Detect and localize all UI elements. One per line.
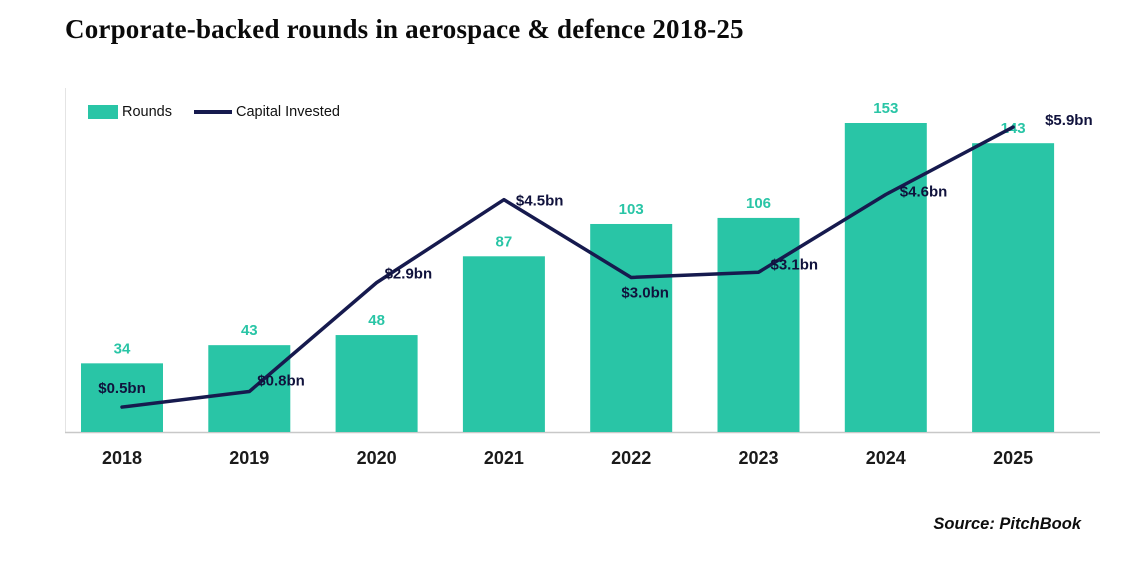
rounds-legend-swatch-icon — [88, 105, 118, 119]
bar-2020 — [335, 335, 418, 432]
capital-invested-legend-swatch-icon — [193, 110, 232, 114]
line-value-label: $4.5bn — [516, 193, 564, 210]
line-value-label: $2.9bn — [385, 266, 433, 283]
legend: Rounds Capital Invested — [88, 104, 340, 120]
capital-invested-legend-label: Capital Invested — [235, 104, 340, 120]
line-value-label: $5.9bn — [1045, 112, 1093, 129]
bar-value-label: 103 — [619, 201, 644, 218]
bar-2019 — [208, 345, 291, 432]
bar-value-label: 153 — [873, 100, 898, 117]
bar-2022 — [590, 223, 673, 432]
x-axis-label-2022: 2022 — [611, 448, 651, 468]
x-axis-label-2023: 2023 — [738, 448, 778, 468]
bar-value-label: 43 — [241, 322, 258, 339]
x-axis-label-2024: 2024 — [866, 448, 906, 468]
rounds-legend-label: Rounds — [122, 104, 172, 120]
line-value-label: $3.0bn — [621, 284, 669, 301]
line-value-label: $0.5bn — [98, 380, 146, 397]
bar-2023 — [717, 217, 800, 432]
bar-2018 — [81, 363, 163, 432]
x-axis-label-2020: 2020 — [357, 448, 397, 468]
bar-value-label: 48 — [368, 312, 385, 329]
line-value-label: $3.1bn — [771, 256, 819, 273]
bar-2025 — [972, 143, 1055, 432]
bar-2024 — [844, 123, 927, 432]
line-value-label: $4.6bn — [900, 183, 948, 200]
bar-2021 — [462, 256, 545, 432]
bar-value-label: 34 — [114, 340, 131, 357]
x-axis-label-2021: 2021 — [484, 448, 524, 468]
x-axis-label-2018: 2018 — [102, 448, 142, 468]
source-credit: Source: PitchBook — [933, 515, 1081, 533]
capital-invested-line — [120, 125, 1015, 409]
x-axis-label-2025: 2025 — [993, 448, 1033, 468]
bar-value-label: 106 — [746, 195, 771, 212]
bar-value-label: 87 — [496, 233, 513, 250]
x-axis-label-2019: 2019 — [229, 448, 269, 468]
line-value-label: $0.8bn — [257, 373, 305, 390]
chart-title: Corporate-backed rounds in aerospace & d… — [65, 14, 744, 44]
